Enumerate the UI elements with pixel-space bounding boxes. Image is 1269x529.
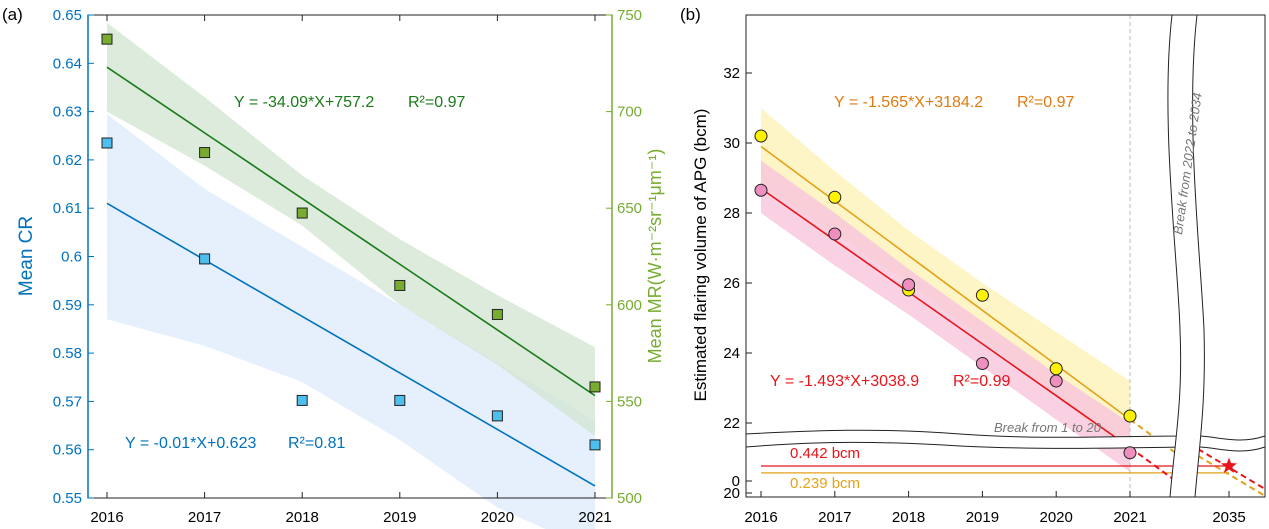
y-tick-label-a: 0.56: [53, 442, 82, 459]
y2-tick-label-a: 750: [617, 7, 642, 24]
break-label-y: Break from 1 to 20: [994, 420, 1102, 435]
data-point-cr: [296, 394, 308, 406]
extrapolation-lower-red: [1197, 448, 1266, 490]
data-point-mr: [296, 207, 308, 219]
extrapolation-lower-yellow: [1197, 455, 1266, 497]
y-tick-label-b: 0: [732, 473, 740, 490]
data-point-red: [1049, 374, 1063, 388]
data-point-yellow: [754, 129, 768, 143]
y-tick-label-a: 0.55: [53, 490, 82, 507]
y-axis-break: [745, 429, 1266, 452]
y-axis-label-a: Mean CR: [16, 216, 37, 296]
y-tick-label-a: 0.59: [53, 297, 82, 314]
y-tick-label-b: 20: [723, 485, 740, 502]
y-tick-label-b: 28: [723, 205, 740, 222]
panel-a: 2016 2017 2018 2019 2020 2021 0.55 0.56 0.57 0.58…: [2, 5, 665, 529]
confidence-band-cr: [107, 114, 595, 529]
confidence-band-red: [761, 160, 1130, 472]
data-point-yellow: [828, 190, 842, 204]
fit-line-red: [760, 187, 1131, 449]
data-point-yellow: [975, 288, 989, 302]
confidence-band-mr: [107, 22, 595, 437]
data-point-cr: [589, 439, 601, 451]
y-tick-label-b: 26: [723, 275, 740, 292]
data-point-mr: [199, 147, 211, 159]
y-tick-label-b: 24: [723, 345, 740, 362]
data-point-mr: [589, 381, 601, 393]
equation-red: Y = -1.493*X+3038.9: [770, 373, 919, 390]
x-tick-label-b: 2019: [966, 509, 999, 526]
data-point-mr: [101, 33, 113, 45]
y2-tick-label-a: 550: [617, 393, 642, 410]
y-tick-label-a: 0.64: [53, 55, 82, 72]
projection-label-red: 0.442 bcm: [790, 445, 860, 462]
y2-axis-label-a: Mean MR(W·m⁻²sr⁻¹μm⁻¹): [645, 149, 665, 364]
y-tick-label-a: 0.61: [53, 200, 82, 217]
panel-label-b: (b): [680, 5, 701, 24]
x-axis-break: [1167, 14, 1205, 498]
fit-line-mr: [106, 66, 596, 397]
r2-red: R²=0.99: [953, 373, 1010, 390]
y-tick-label-a: 0.58: [53, 345, 82, 362]
data-point-cr: [101, 137, 113, 149]
y-tick-label-b: 32: [723, 65, 740, 82]
y-axis-label-b: Estimated flaring volume of APG (bcm): [691, 109, 710, 402]
data-point-red: [1123, 446, 1137, 460]
y2-tick-label-a: 600: [617, 297, 642, 314]
x-tick-label-a: 2020: [481, 509, 514, 526]
panel-b: 2016 2017 2018 2019 2020 2021 2035 020 22 24 26 28 3…: [680, 5, 1266, 526]
r2-yellow: R²=0.97: [1017, 94, 1074, 111]
projection-label-yellow: 0.239 bcm: [790, 475, 860, 492]
plot-frame-b: [745, 14, 1266, 498]
y-tick-label-a: 0.6: [61, 249, 82, 266]
data-point-red: [754, 183, 768, 197]
data-point-red: [902, 278, 916, 292]
x-tick-label-b: 2017: [818, 509, 851, 526]
y2-tick-label-a: 650: [617, 200, 642, 217]
star-marker-2035: [1220, 457, 1238, 473]
x-tick-label-a: 2018: [286, 509, 319, 526]
x-tick-label-a: 2017: [188, 509, 221, 526]
y-tick-label-b: 30: [723, 135, 740, 152]
y2-tick-label-a: 500: [617, 490, 642, 507]
y-tick-label-b: 22: [723, 415, 740, 432]
panel-label-a: (a): [2, 5, 23, 24]
data-point-mr: [394, 279, 406, 291]
data-point-yellow: [1123, 409, 1137, 423]
data-point-red: [828, 227, 842, 241]
x-tick-label-b: 2018: [892, 509, 925, 526]
equation-mr: Y = -34.09*X+757.2: [234, 94, 374, 111]
r2-cr: R²=0.81: [288, 435, 345, 452]
y-tick-label-a: 0.65: [53, 7, 82, 24]
data-point-cr: [394, 394, 406, 406]
x-tick-label-b: 2016: [744, 509, 777, 526]
y2-tick-label-a: 700: [617, 104, 642, 121]
y-tick-label-a: 0.57: [53, 393, 82, 410]
data-point-red: [975, 357, 989, 370]
y-tick-label-a: 0.62: [53, 152, 82, 169]
data-point-mr: [491, 308, 503, 320]
data-point-cr: [199, 253, 211, 265]
fit-line-yellow: [760, 145, 1131, 421]
r2-mr: R²=0.97: [408, 94, 465, 111]
equation-yellow: Y = -1.565*X+3184.2: [834, 94, 983, 111]
x-tick-label-a: 2019: [383, 509, 416, 526]
data-point-cr: [491, 410, 503, 422]
equation-cr: Y = -0.01*X+0.623: [125, 435, 256, 452]
extrapolation-red: [1129, 446, 1176, 482]
x-tick-label-b: 2021: [1113, 509, 1146, 526]
x-tick-label-a: 2016: [90, 509, 123, 526]
data-point-yellow: [1049, 362, 1063, 376]
fit-line-cr: [106, 202, 596, 487]
y-tick-label-a: 0.63: [53, 104, 82, 121]
x-tick-label-a: 2021: [578, 509, 611, 526]
x-tick-label-b: 2035: [1212, 509, 1245, 526]
x-tick-label-b: 2020: [1040, 509, 1073, 526]
